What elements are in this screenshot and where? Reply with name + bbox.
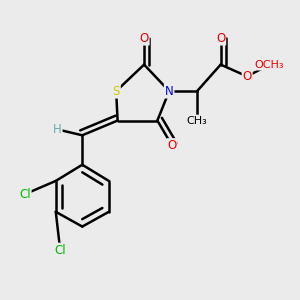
Text: Cl: Cl	[54, 244, 66, 256]
Text: O: O	[242, 70, 252, 83]
Text: N: N	[165, 85, 173, 98]
Text: Cl: Cl	[19, 188, 31, 201]
Text: OCH₃: OCH₃	[254, 60, 284, 70]
Text: CH₃: CH₃	[187, 116, 208, 126]
Text: O: O	[140, 32, 149, 45]
Text: O: O	[216, 32, 225, 45]
Text: H: H	[53, 123, 62, 136]
Text: O: O	[167, 139, 177, 152]
Text: S: S	[112, 85, 120, 98]
